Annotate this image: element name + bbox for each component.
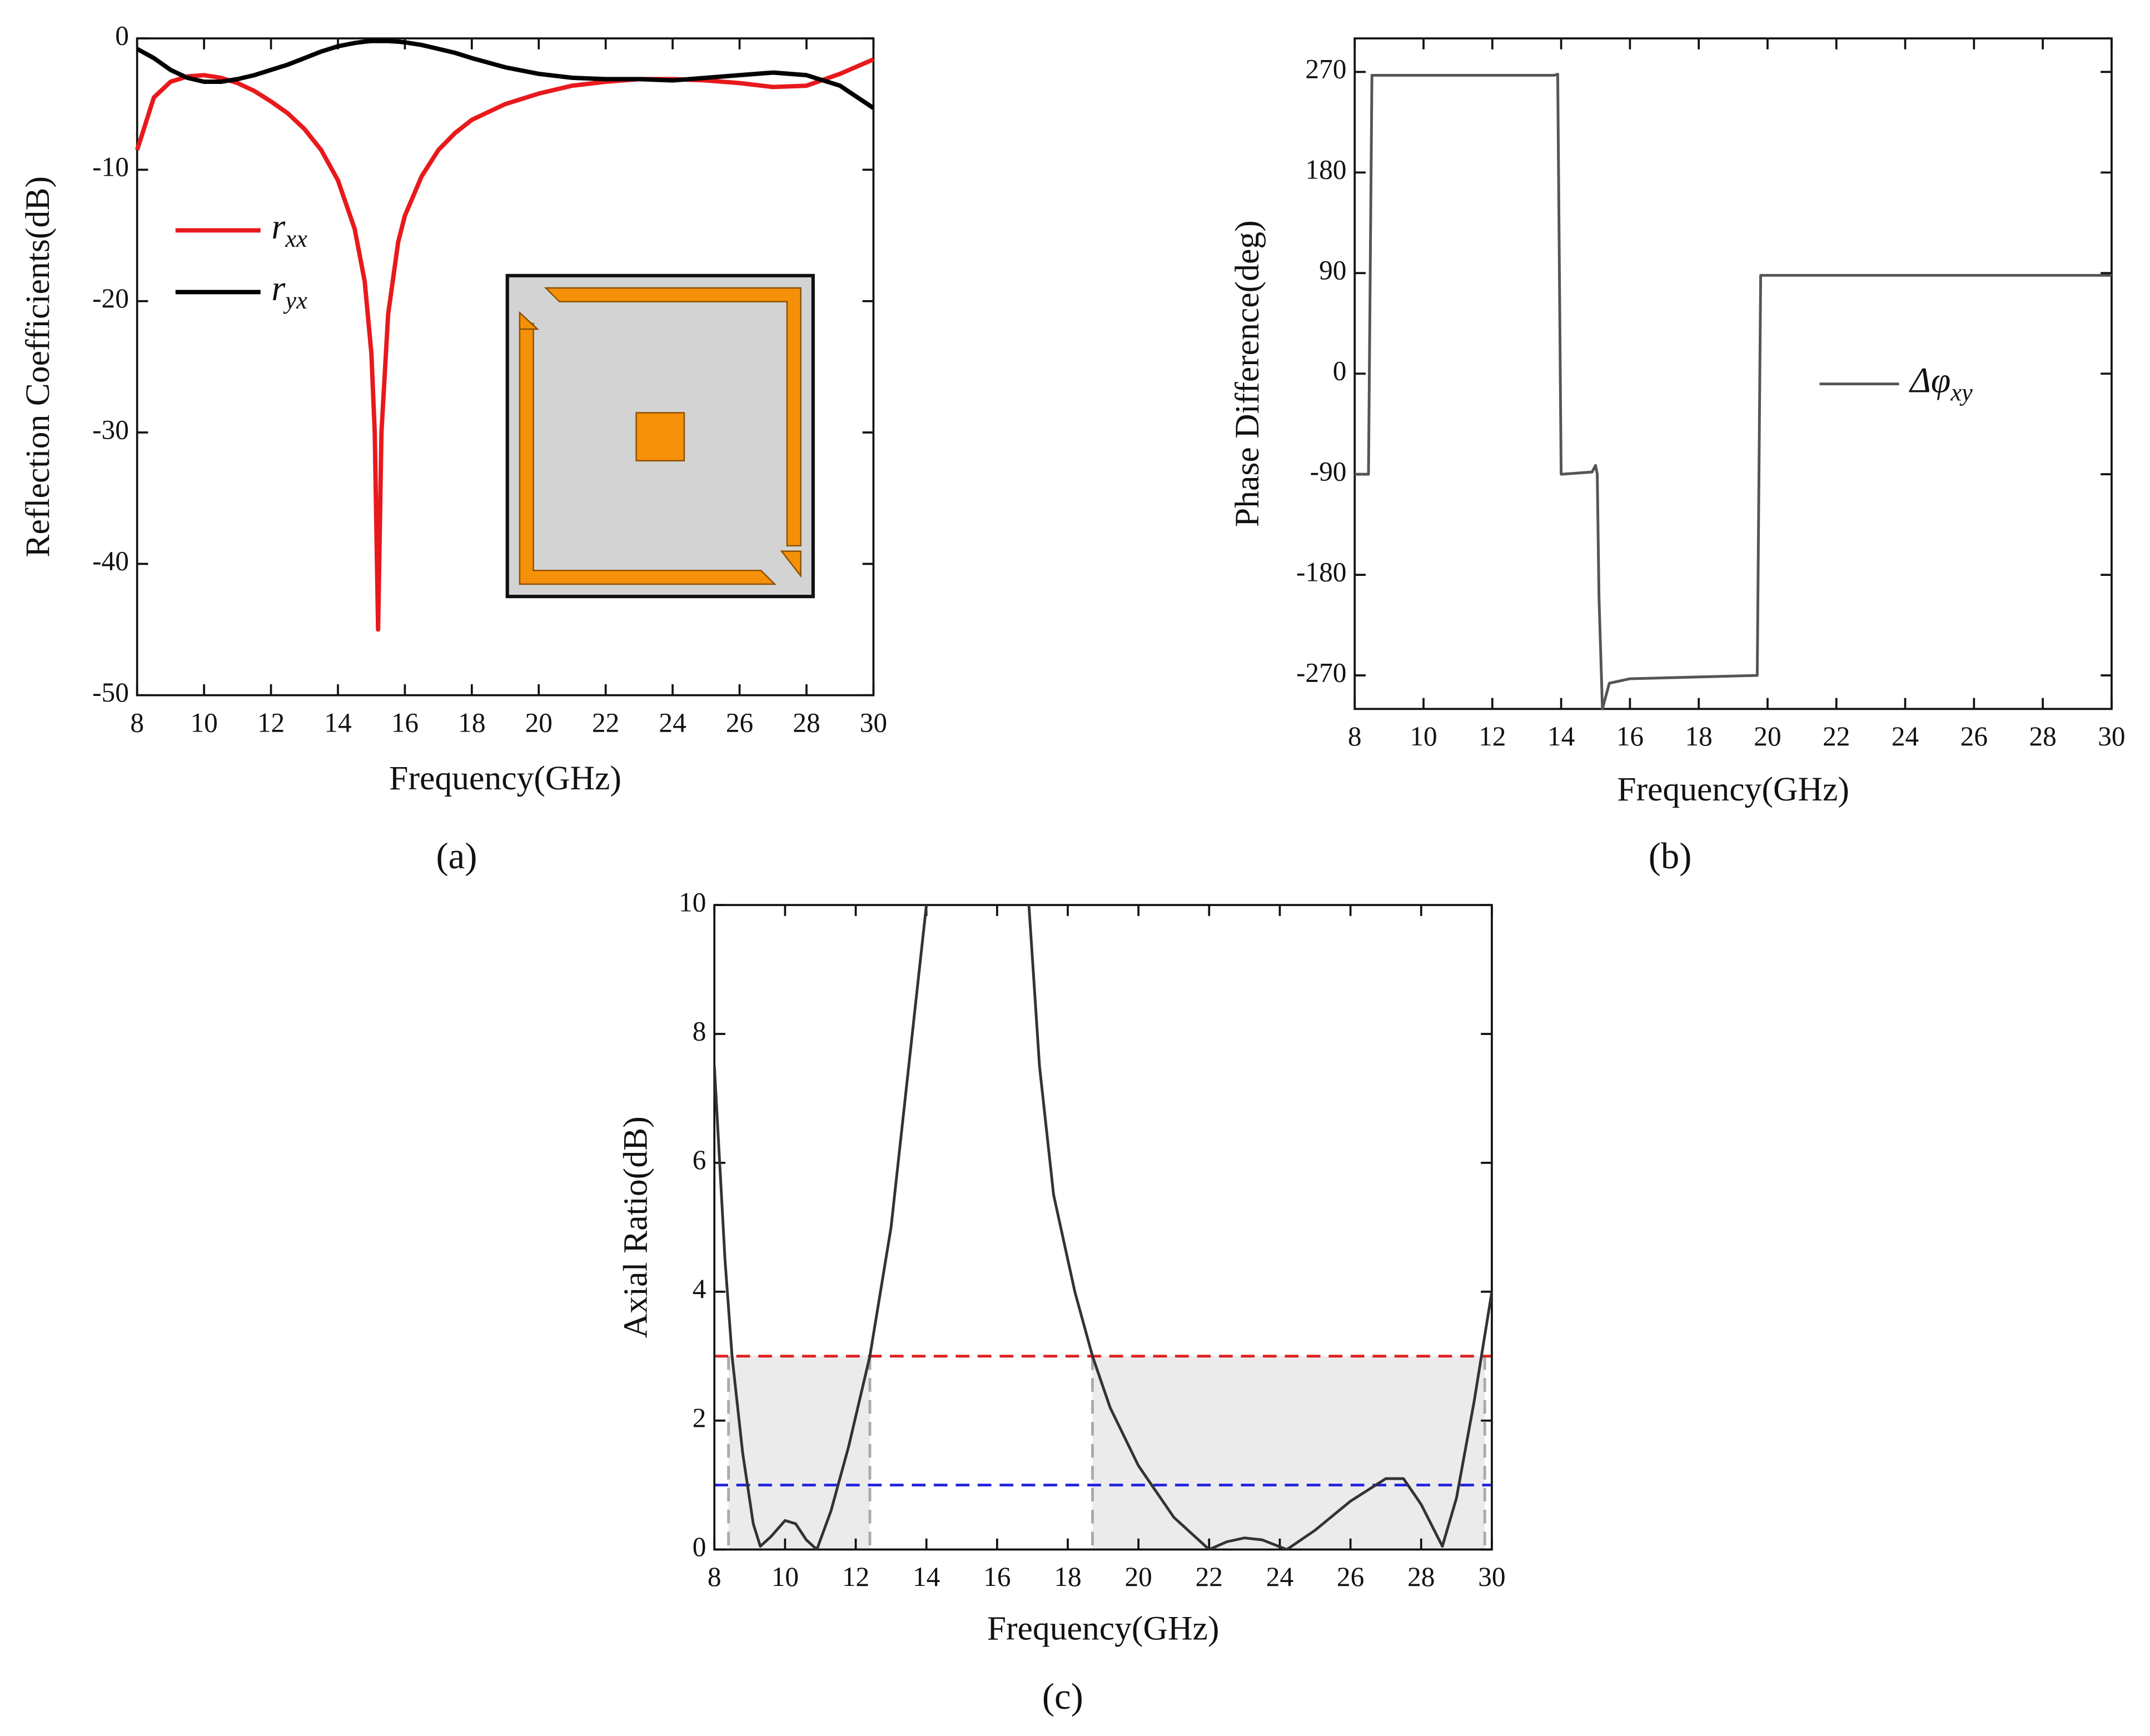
x-tick-label: 14: [913, 1561, 940, 1592]
legend-label: Δφxy: [1908, 360, 1973, 406]
x-tick-label: 10: [190, 707, 217, 738]
x-tick-label: 22: [1823, 721, 1850, 752]
y-tick-label: 6: [693, 1145, 706, 1175]
x-tick-label: 28: [1407, 1561, 1435, 1592]
y-tick-label: 0: [693, 1531, 706, 1562]
x-tick-label: 26: [1337, 1561, 1364, 1592]
y-tick-label: 180: [1305, 155, 1346, 185]
x-tick-label: 24: [659, 707, 686, 738]
x-tick-label: 24: [1266, 1561, 1293, 1592]
y-tick-label: -30: [92, 414, 129, 445]
x-tick-label: 22: [592, 707, 619, 738]
x-tick-label: 12: [842, 1561, 869, 1592]
y-tick-label: 270: [1305, 54, 1346, 84]
x-tick-label: 12: [257, 707, 285, 738]
shaded-range: [1092, 1356, 1485, 1550]
x-tick-label: 10: [772, 1561, 799, 1592]
x-tick-label: 16: [391, 707, 419, 738]
x-tick-label: 14: [1547, 721, 1575, 752]
y-tick-label: 2: [693, 1402, 706, 1433]
plot-frame: [136, 37, 875, 697]
x-axis-title: Frequency(GHz): [1617, 770, 1849, 808]
x-tick-label: 30: [1478, 1561, 1505, 1592]
y-axis-title: Reflection Coefficients(dB): [19, 176, 57, 557]
x-tick-label: 26: [1960, 721, 1988, 752]
shaded-range: [728, 1356, 870, 1550]
y-tick-label: 4: [693, 1274, 706, 1304]
x-tick-label: 28: [793, 707, 820, 738]
x-tick-label: 20: [525, 707, 553, 738]
x-tick-label: 22: [1196, 1561, 1223, 1592]
data-line: [1355, 72, 2112, 710]
x-axis-title: Frequency(GHz): [987, 1610, 1220, 1648]
legend-label: rxx: [271, 207, 307, 252]
y-tick-label: -180: [1296, 556, 1346, 587]
y-tick-label: 0: [1333, 356, 1347, 386]
y-tick-label: -90: [1310, 456, 1347, 486]
panel-label: (b): [1649, 836, 1692, 877]
y-tick-label: -50: [92, 677, 129, 708]
panel-label: (c): [1042, 1677, 1083, 1717]
y-axis-title: Axial Ratio(dB): [617, 1116, 655, 1338]
x-tick-label: 10: [1410, 721, 1437, 752]
x-tick-label: 16: [983, 1561, 1011, 1592]
x-tick-label: 20: [1754, 721, 1781, 752]
x-tick-label: 18: [1054, 1561, 1081, 1592]
y-tick-label: -270: [1296, 657, 1346, 688]
x-tick-label: 8: [708, 1561, 721, 1592]
y-tick-label: 10: [679, 887, 706, 917]
plot-frame: [1353, 37, 2113, 710]
plot-frame: [713, 904, 1493, 1551]
data-line: [136, 38, 875, 110]
legend-subscript: yx: [283, 286, 307, 314]
x-tick-label: 26: [726, 707, 753, 738]
legend-label: ryx: [271, 268, 307, 314]
y-tick-label: -10: [92, 152, 129, 182]
x-tick-label: 16: [1616, 721, 1644, 752]
y-tick-label: 0: [115, 20, 129, 51]
unit-cell-inset: [505, 273, 815, 599]
x-tick-label: 28: [2029, 721, 2056, 752]
x-tick-label: 30: [2098, 721, 2125, 752]
x-tick-label: 14: [324, 707, 351, 738]
y-tick-label: 90: [1319, 255, 1346, 286]
x-tick-label: 8: [1348, 721, 1362, 752]
x-tick-label: 18: [458, 707, 485, 738]
x-tick-label: 18: [1685, 721, 1713, 752]
x-tick-label: 30: [860, 707, 887, 738]
x-tick-label: 8: [130, 707, 144, 738]
legend-subscript: xx: [285, 225, 307, 252]
panel-label: (a): [436, 836, 477, 877]
y-tick-label: 8: [693, 1016, 706, 1046]
legend-subscript: xy: [1950, 379, 1973, 406]
data-line: [714, 905, 1492, 1550]
x-axis-title: Frequency(GHz): [389, 759, 621, 797]
y-axis-title: Phase Difference(deg): [1228, 220, 1266, 527]
y-tick-label: -20: [92, 283, 129, 314]
x-tick-label: 12: [1479, 721, 1506, 752]
x-tick-label: 20: [1124, 1561, 1152, 1592]
x-tick-label: 24: [1892, 721, 1919, 752]
y-tick-label: -40: [92, 546, 129, 576]
